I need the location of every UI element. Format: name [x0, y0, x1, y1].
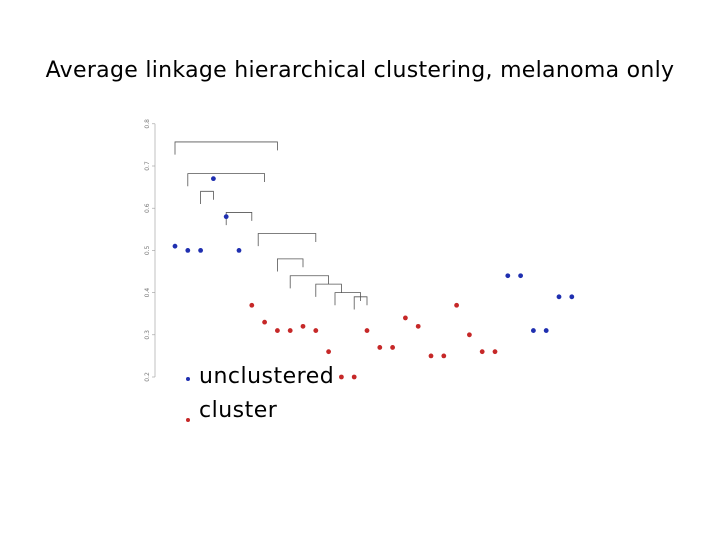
leaf-19 [403, 315, 408, 321]
leaf-5 [223, 214, 229, 220]
branch-4 [257, 233, 317, 247]
leaf-14 [339, 374, 344, 380]
leaf-13 [326, 349, 331, 355]
leaf-7 [249, 302, 255, 308]
leaf-18 [390, 345, 395, 350]
dendrogram-branches [174, 141, 368, 310]
leaf-4 [211, 176, 216, 182]
branch-6 [289, 275, 329, 289]
leaf-24 [467, 332, 472, 338]
leaf-12 [313, 328, 319, 333]
y-tick-label-6: 0.8 [144, 119, 151, 129]
leaf-16 [364, 328, 370, 333]
legend-label-cluster: cluster [199, 398, 278, 423]
leaf-22 [441, 353, 447, 359]
leaf-30 [543, 328, 549, 333]
leaf-3 [198, 248, 204, 253]
leaf-27 [505, 273, 511, 279]
leaf-21 [428, 353, 434, 359]
branch-2 [200, 190, 214, 204]
chart-title: Average linkage hierarchical clustering,… [45, 58, 675, 83]
leaf-28 [518, 273, 523, 279]
leaf-32 [569, 294, 575, 300]
leaf-8 [262, 319, 267, 325]
leaf-11 [300, 323, 306, 329]
leaf-25 [479, 349, 485, 355]
leaf-15 [351, 374, 357, 380]
leaf-23 [454, 302, 459, 308]
branch-9 [353, 296, 368, 310]
branch-1 [187, 173, 265, 187]
leaf-29 [531, 328, 536, 333]
y-axis: 0.2 0.3 0.4 0.5 0.6 0.7 0.8 [144, 119, 156, 382]
branch-7 [315, 283, 342, 297]
branch-8 [334, 292, 361, 306]
dendrogram-leaves [172, 176, 575, 380]
leaf-26 [492, 349, 498, 355]
leaf-2 [185, 248, 191, 253]
leaf-10 [287, 328, 293, 333]
leaf-20 [415, 323, 421, 329]
leaf-31 [556, 294, 562, 300]
y-tick-label-3: 0.5 [144, 245, 151, 255]
leaf-17 [377, 345, 383, 350]
y-tick-label-5: 0.7 [144, 161, 151, 171]
leaf-1 [172, 243, 178, 249]
leaf-6 [236, 248, 242, 253]
y-tick-label-0: 0.2 [144, 372, 151, 382]
branch-3 [225, 212, 253, 226]
y-tick-label-1: 0.3 [144, 330, 151, 340]
y-tick-label-4: 0.6 [144, 203, 151, 213]
leaf-9 [275, 328, 280, 333]
legend-label-unclustered: unclustered [199, 364, 335, 389]
branch-5 [277, 258, 304, 272]
legend-marker-unclustered [186, 377, 190, 381]
branch-0 [174, 141, 278, 155]
y-tick-label-2: 0.4 [144, 288, 151, 298]
legend-marker-cluster [186, 418, 190, 422]
